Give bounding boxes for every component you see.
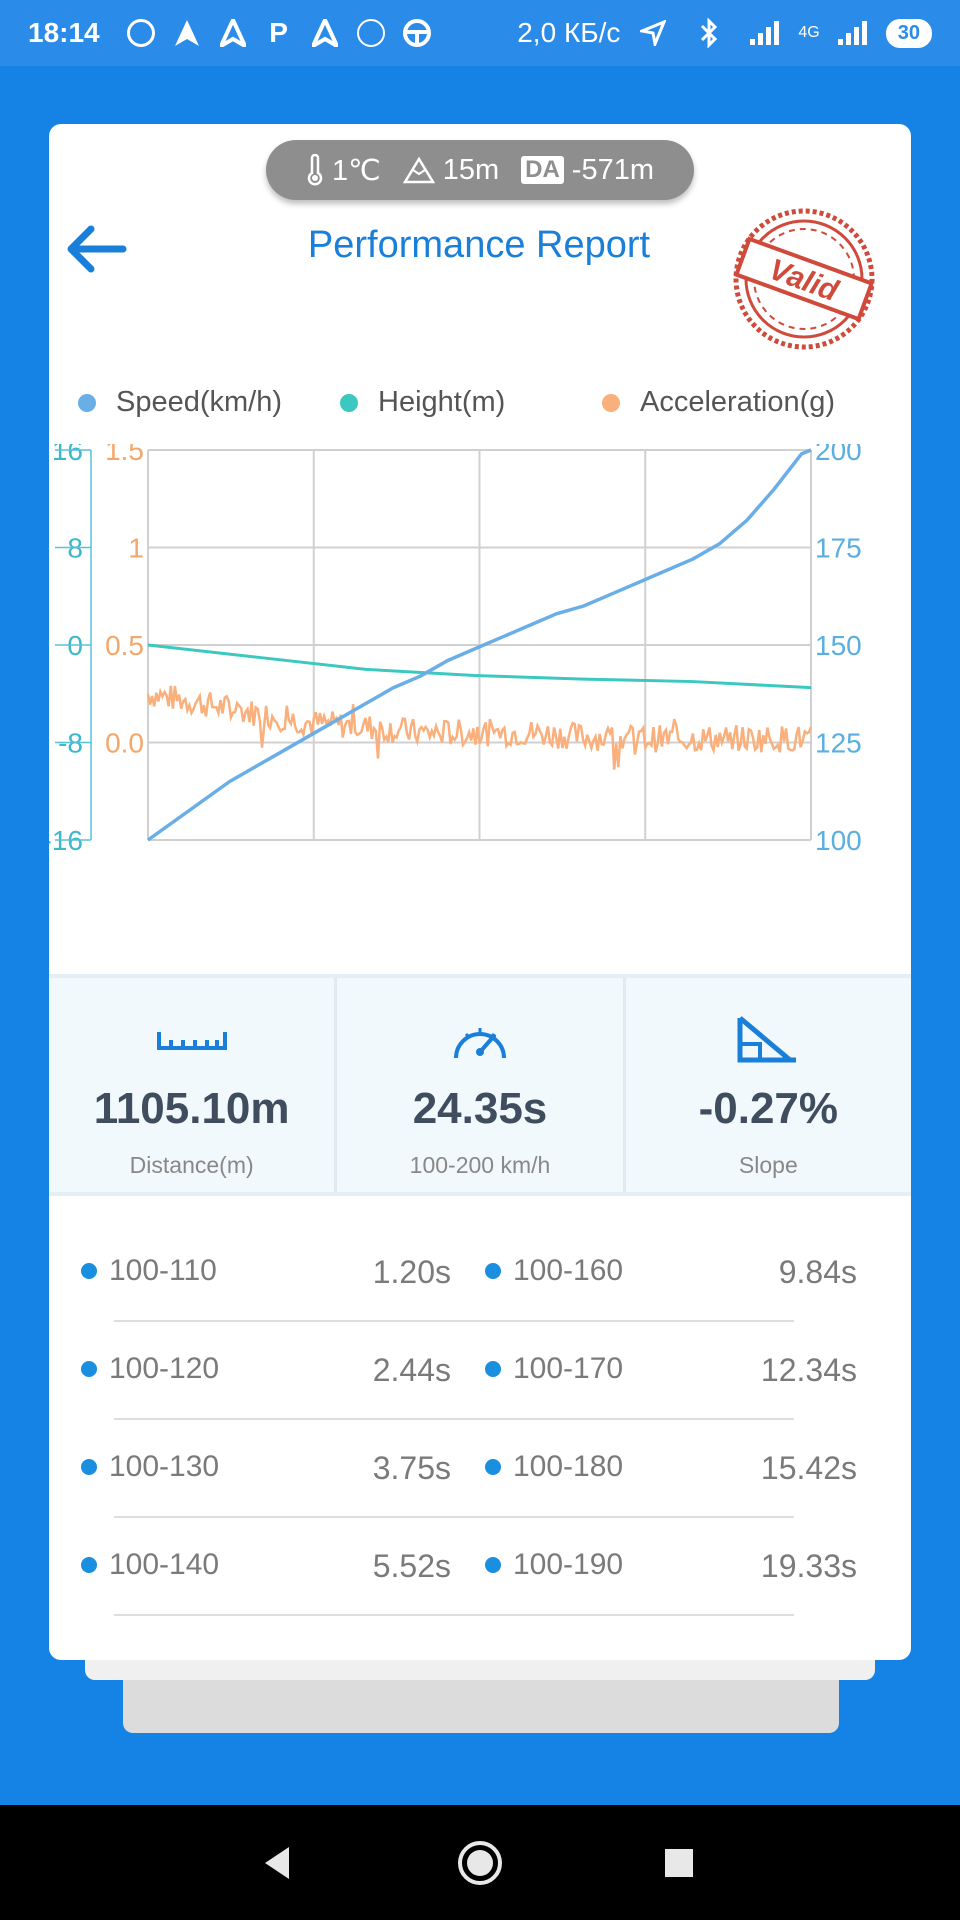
split-time: 2.44s <box>372 1352 451 1388</box>
temperature-value: 1℃ <box>332 154 381 187</box>
stat-label: Distance(m) <box>129 1152 254 1178</box>
chart-legend: Speed(km/h) Height(m) Acceleration(g) <box>49 386 911 426</box>
split-time: 15.42s <box>760 1450 857 1486</box>
app-circle-icon <box>353 15 389 51</box>
stat-slope: -0.27% Slope <box>626 978 911 1192</box>
y-tick-speed: 200 <box>815 444 862 466</box>
legend-acceleration: Acceleration(g) <box>602 386 835 419</box>
speedometer-icon <box>450 1012 510 1068</box>
slope-icon <box>736 1012 800 1068</box>
split-label: 100-140 <box>81 1548 219 1582</box>
y-tick-height: 16 <box>52 444 83 466</box>
stat-time: 24.35s 100-200 km/h <box>337 978 626 1192</box>
y-tick-speed: 100 <box>815 825 862 856</box>
thermometer-icon <box>307 154 323 186</box>
series-line-acceleration <box>146 685 813 770</box>
stat-label: 100-200 km/h <box>409 1152 551 1178</box>
altitude-value: 15m <box>442 153 500 186</box>
status-time: 18:14 <box>28 17 100 48</box>
split-row: 100-120 2.44s 100-170 12.34s <box>49 1322 911 1420</box>
y-tick-acceleration: 1.5 <box>105 444 144 466</box>
stat-value: 1105.10m <box>93 1084 290 1133</box>
y-tick-acceleration: 1 <box>128 533 144 564</box>
performance-report-card: 1℃ 15m DA -571m Performance Report Valid… <box>49 124 911 1660</box>
navigation-arrow-icon <box>215 15 251 51</box>
da-label: DA <box>521 156 564 184</box>
split-time: 12.34s <box>760 1352 857 1388</box>
arrow-left-icon <box>67 225 127 273</box>
split-row: 100-130 3.75s 100-180 15.42s <box>49 1420 911 1518</box>
split-label: 100-130 <box>81 1450 219 1484</box>
y-tick-acceleration: 0.5 <box>105 630 144 661</box>
nav-recents-button[interactable] <box>624 1805 734 1920</box>
split-time: 19.33s <box>760 1548 857 1584</box>
split-label: 100-110 <box>81 1254 217 1288</box>
y-tick-speed: 175 <box>815 533 862 564</box>
navigation-arrow-icon <box>169 15 205 51</box>
page-title: Performance Report <box>307 224 651 266</box>
y-tick-speed: 150 <box>815 630 862 661</box>
stat-value: 24.35s <box>412 1084 548 1133</box>
split-time: 3.75s <box>372 1450 451 1486</box>
legend-dot <box>602 393 620 412</box>
split-row: 100-110 1.20s 100-160 9.84s <box>49 1224 911 1322</box>
status-bar: 18:14 P 2,0 КБ/с 4G 30 <box>0 0 960 66</box>
network-speed: 2,0 КБ/с <box>517 17 621 48</box>
legend-speed: Speed(km/h) <box>78 386 282 419</box>
split-times-list: 100-110 1.20s 100-160 9.84s 100-120 2.44… <box>49 1224 911 1616</box>
valid-stamp-icon: Valid <box>733 208 875 350</box>
back-button[interactable] <box>63 219 133 279</box>
stat-distance: 1105.10m Distance(m) <box>49 978 338 1192</box>
legend-dot <box>78 393 96 412</box>
stat-value: -0.27% <box>698 1084 839 1133</box>
signal-icon <box>835 15 871 51</box>
navigation-arrow-icon <box>307 15 343 51</box>
split-time: 5.52s <box>372 1548 451 1584</box>
legend-dot <box>340 393 358 412</box>
y-tick-acceleration: 0.0 <box>105 728 144 759</box>
split-time: 1.20s <box>372 1254 451 1290</box>
conditions-pill: 1℃ 15m DA -571m <box>266 140 694 200</box>
nav-home-button[interactable] <box>425 1805 535 1920</box>
network-type: 4G <box>798 24 820 41</box>
temperature-item: 1℃ <box>306 153 381 188</box>
signal-icon <box>747 15 783 51</box>
split-label: 100-120 <box>81 1352 219 1386</box>
stat-label: Slope <box>738 1152 798 1178</box>
system-navigation-bar <box>0 1805 960 1920</box>
split-label: 100-180 <box>485 1450 623 1484</box>
app-circle-icon <box>123 15 159 51</box>
split-row: 100-140 5.52s 100-190 19.33s <box>49 1518 911 1616</box>
battery-indicator: 30 <box>885 18 932 48</box>
nav-back-button[interactable] <box>222 1805 332 1920</box>
bluetooth-icon <box>691 15 727 51</box>
parking-icon: P <box>269 17 288 48</box>
split-label: 100-160 <box>485 1254 623 1288</box>
legend-height: Height(m) <box>340 386 505 419</box>
series-line-height <box>147 643 812 690</box>
back-triangle-icon <box>265 1846 289 1879</box>
split-time: 9.84s <box>778 1254 857 1290</box>
location-icon <box>635 15 671 51</box>
split-label: 100-170 <box>485 1352 623 1386</box>
density-altitude-item: DA -571m <box>521 154 654 187</box>
home-circle-icon <box>458 1840 502 1885</box>
y-tick-speed: 125 <box>815 728 862 759</box>
series-line-speed <box>146 448 812 842</box>
recents-square-icon <box>665 1848 693 1877</box>
split-label: 100-190 <box>485 1548 623 1582</box>
density-altitude-value: -571m <box>571 153 654 186</box>
legend-label: Height(m) <box>378 386 506 418</box>
battery-level: 30 <box>897 21 920 44</box>
ruler-icon <box>156 1012 228 1068</box>
legend-label: Speed(km/h) <box>116 386 283 418</box>
legend-label: Acceleration(g) <box>640 386 836 418</box>
steering-wheel-icon <box>399 15 435 51</box>
mountain-icon <box>402 156 435 184</box>
stats-panel: 1105.10m Distance(m) 24.35s 100-200 km/h… <box>49 974 911 1196</box>
altitude-item: 15m <box>402 153 500 187</box>
